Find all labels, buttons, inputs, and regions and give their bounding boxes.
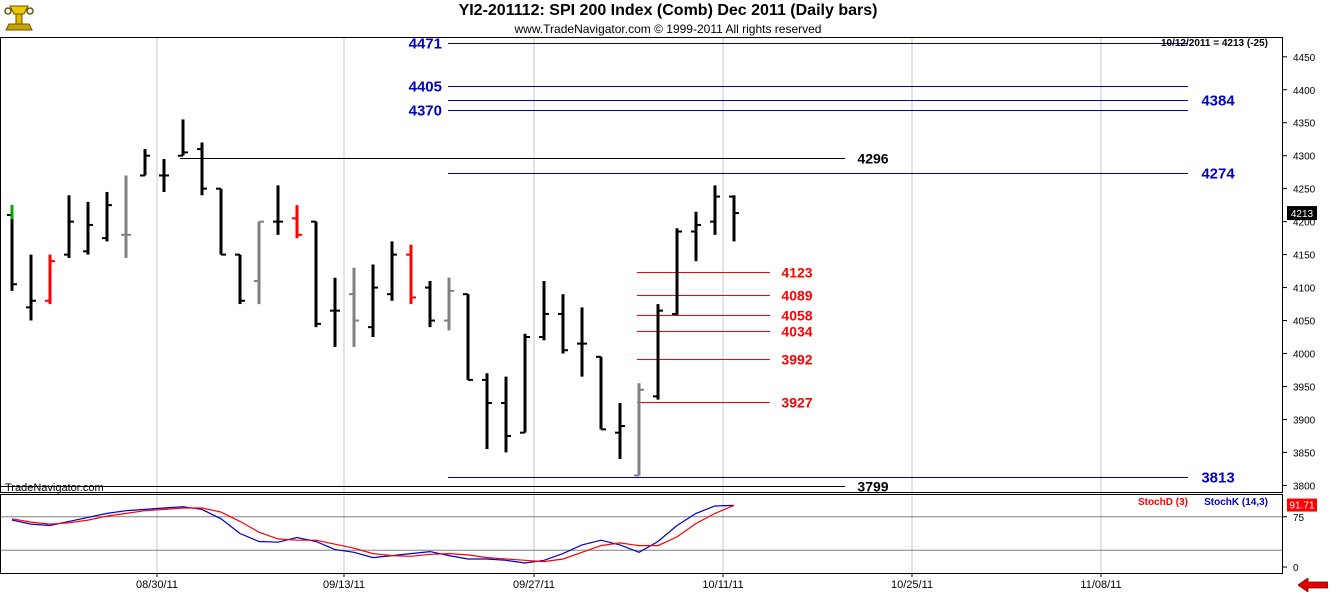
price-level-label: 3992: [781, 352, 812, 368]
x-tick-label: 10/11/11: [702, 579, 743, 591]
osc-y-tick-label: 0: [1293, 563, 1299, 574]
price-level-label: 4405: [409, 79, 442, 96]
price-level-label: 4034: [781, 324, 812, 340]
axes: [0, 37, 1287, 577]
chart-title: YI2-201112: SPI 200 Index (Comb) Dec 201…: [458, 2, 878, 19]
y-tick-label: 4050: [1293, 317, 1316, 328]
gold-trophy-icon[interactable]: [2, 2, 36, 34]
x-tick-label: 11/08/11: [1080, 579, 1121, 591]
y-tick-label: 4350: [1293, 119, 1316, 130]
price-bars: [7, 119, 739, 477]
price-level-label: 4384: [1201, 93, 1235, 110]
price-levels: [1, 43, 1188, 487]
copyright-text: www.TradeNavigator.com © 1999-2011 All r…: [514, 22, 822, 36]
price-level-label: 4123: [781, 265, 812, 281]
y-tick-label: 4450: [1293, 53, 1316, 64]
osc-last-value-box: [1287, 498, 1317, 512]
stochastic-panel: [1, 504, 1283, 564]
price-level-label: 4296: [857, 151, 888, 167]
oscillator-series-line: [11, 504, 735, 563]
price-level-label: 4058: [781, 308, 812, 324]
y-tick-label: 3850: [1293, 448, 1316, 459]
y-tick-label: 4200: [1293, 218, 1316, 229]
osc-y-tick-label: 75: [1293, 513, 1305, 524]
y-tick-label: 4150: [1293, 251, 1316, 262]
osc-last-value-label: 91.71: [1289, 501, 1314, 512]
price-level-label: 3927: [781, 395, 812, 411]
price-level-label: 3813: [1201, 470, 1234, 487]
chart-labels: 08/30/11 09/13/11 09/27/11 10/11/11 10/25/11…: [5, 36, 1317, 591]
y-tick-label: 3900: [1293, 415, 1316, 426]
last-price-label: 4213: [1291, 209, 1314, 220]
x-tick-label: 09/13/11: [323, 579, 365, 591]
watermark-text: TradeNavigator.com: [5, 482, 104, 494]
y-tick-label: 4250: [1293, 185, 1316, 196]
oscillator-legend-label: StochD (3): [1138, 497, 1188, 508]
oscillator-legend-label: StochK (14,3): [1204, 497, 1268, 508]
price-panel-border: [0, 37, 1283, 493]
price-level-label: 4471: [409, 36, 442, 53]
price-level-label: 3799: [857, 479, 888, 495]
y-tick-label: 4300: [1293, 152, 1316, 163]
x-tick-label: 08/30/11: [136, 579, 178, 591]
y-tick-label: 4100: [1293, 284, 1316, 295]
x-tick-label: 09/27/11: [513, 579, 555, 591]
price-level-label: 4274: [1201, 166, 1235, 183]
price-level-label: 4370: [409, 103, 442, 120]
y-tick-label: 4400: [1293, 86, 1316, 97]
last-price-box: [1287, 206, 1317, 221]
y-tick-label: 3950: [1293, 382, 1316, 393]
oscillator-panel-border: [0, 494, 1283, 574]
grid: [156, 37, 1102, 573]
status-text: 10/12/2011 = 4213 (-25): [1161, 38, 1268, 49]
y-tick-label: 4000: [1293, 350, 1316, 361]
y-tick-label: 3800: [1293, 481, 1316, 492]
red-back-arrow-icon[interactable]: [1298, 578, 1328, 592]
price-level-label: 4089: [781, 288, 812, 304]
x-tick-label: 10/25/11: [891, 579, 933, 591]
